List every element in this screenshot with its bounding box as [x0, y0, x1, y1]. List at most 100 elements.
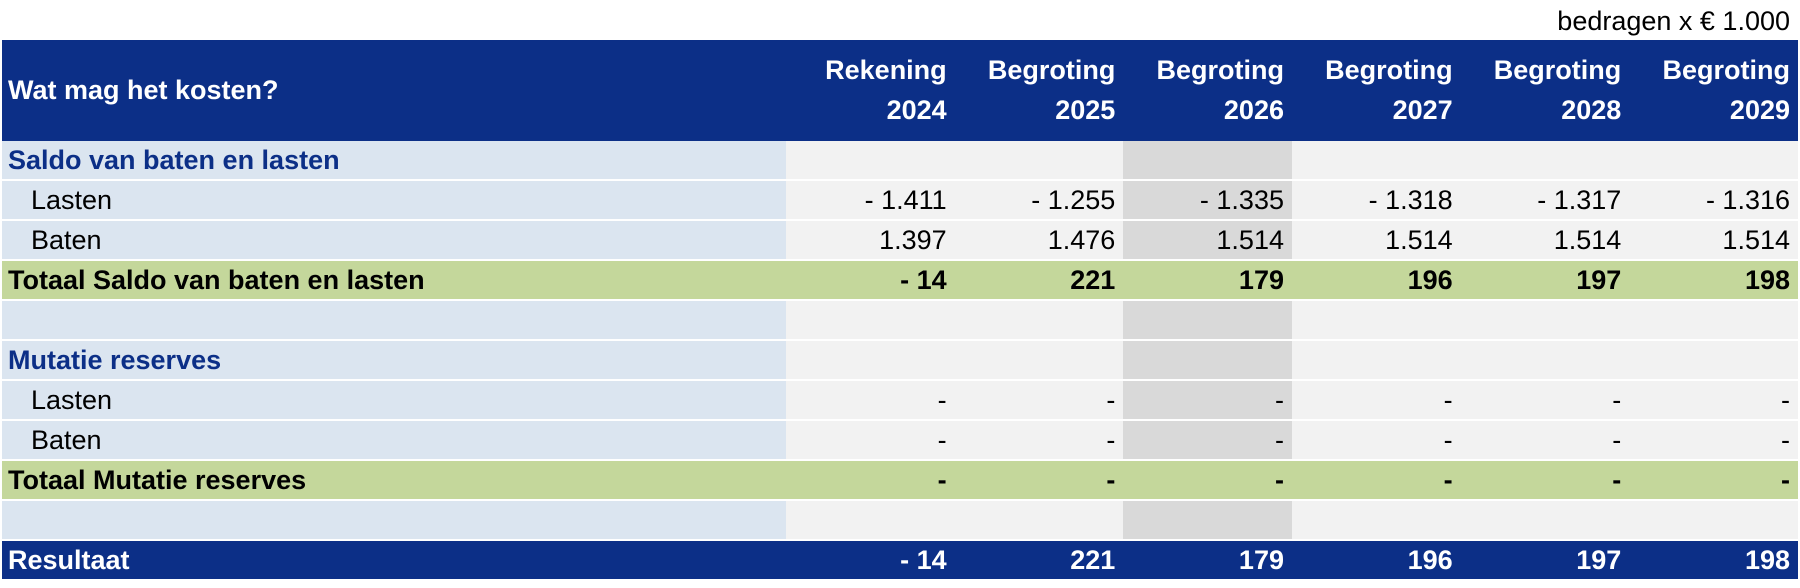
- value-cell: - 1.318: [1291, 181, 1461, 221]
- table-row: Baten - - - - - -: [2, 421, 1798, 461]
- value-cell: [954, 501, 1124, 541]
- row-label: [2, 301, 787, 341]
- value-cell: -: [1291, 381, 1461, 421]
- value-cell: [786, 301, 955, 341]
- value-cell: 197: [1460, 541, 1630, 579]
- value-cell: -: [1291, 461, 1461, 501]
- value-cell: [1629, 141, 1798, 181]
- value-cell: - 1.317: [1460, 181, 1630, 221]
- value-cell: - 1.316: [1629, 181, 1798, 221]
- value-cell: 1.514: [1123, 221, 1292, 261]
- value-cell: [1123, 301, 1292, 341]
- column-header: Begroting 2029: [1629, 40, 1798, 141]
- value-cell: [1629, 501, 1798, 541]
- unit-note: bedragen x € 1.000: [1557, 6, 1790, 36]
- value-cell: 1.514: [1629, 221, 1798, 261]
- table-row: Lasten - - - - - -: [2, 381, 1798, 421]
- table-header-row: Wat mag het kosten? Rekening 2024 Begroti…: [2, 40, 1798, 141]
- column-header-label: Rekening: [825, 54, 947, 85]
- value-cell: 179: [1123, 261, 1292, 301]
- spacer-row: [2, 301, 1798, 341]
- value-cell: - 1.335: [1123, 181, 1292, 221]
- column-header-year: 2024: [886, 94, 947, 125]
- value-cell: [1291, 341, 1461, 381]
- value-cell: - 14: [786, 261, 955, 301]
- value-cell: 198: [1629, 541, 1798, 579]
- value-cell: -: [1460, 381, 1630, 421]
- value-cell: 1.476: [954, 221, 1124, 261]
- value-cell: [954, 341, 1124, 381]
- column-header-label: Begroting: [1493, 54, 1622, 85]
- row-label: Saldo van baten en lasten: [2, 141, 787, 181]
- section-header-row: Mutatie reserves: [2, 341, 1798, 381]
- column-header: Begroting 2026: [1123, 40, 1292, 141]
- table-row: Baten 1.397 1.476 1.514 1.514 1.514 1.51…: [2, 221, 1798, 261]
- column-header-label: Begroting: [1156, 54, 1284, 85]
- value-cell: 221: [954, 261, 1124, 301]
- value-cell: 1.514: [1460, 221, 1630, 261]
- row-label: [2, 501, 787, 541]
- value-cell: -: [1629, 461, 1798, 501]
- budget-table: Wat mag het kosten? Rekening 2024 Begroti…: [2, 40, 1798, 579]
- value-cell: -: [1291, 421, 1461, 461]
- value-cell: -: [1629, 381, 1798, 421]
- row-label: Mutatie reserves: [2, 341, 787, 381]
- value-cell: [786, 341, 955, 381]
- value-cell: [1123, 141, 1292, 181]
- row-label: Baten: [2, 221, 787, 261]
- row-label: Baten: [2, 421, 787, 461]
- value-cell: [1460, 301, 1630, 341]
- value-cell: [1460, 341, 1630, 381]
- total-row: Totaal Saldo van baten en lasten - 14 22…: [2, 261, 1798, 301]
- value-cell: [1291, 501, 1461, 541]
- column-header: Begroting 2028: [1460, 40, 1630, 141]
- column-header-year: 2027: [1392, 94, 1453, 125]
- value-cell: [1629, 301, 1798, 341]
- total-row: Totaal Mutatie reserves - - - - - -: [2, 461, 1798, 501]
- value-cell: -: [786, 461, 955, 501]
- value-cell: [1460, 141, 1630, 181]
- row-label: Lasten: [2, 181, 787, 221]
- value-cell: -: [1123, 421, 1292, 461]
- column-header: Begroting 2025: [954, 40, 1124, 141]
- value-cell: [954, 301, 1124, 341]
- value-cell: [786, 141, 955, 181]
- value-cell: -: [1460, 461, 1630, 501]
- row-label: Totaal Saldo van baten en lasten: [2, 261, 787, 301]
- column-header-label: Begroting: [1325, 54, 1453, 85]
- table-row: Lasten - 1.411 - 1.255 - 1.335 - 1.318 -…: [2, 181, 1798, 221]
- value-cell: [954, 141, 1124, 181]
- value-cell: [786, 501, 955, 541]
- value-cell: -: [1460, 421, 1630, 461]
- value-cell: 196: [1291, 261, 1461, 301]
- value-cell: - 14: [786, 541, 955, 579]
- spacer-row: [2, 501, 1798, 541]
- value-cell: -: [786, 421, 955, 461]
- value-cell: [1629, 341, 1798, 381]
- column-header-year: 2028: [1561, 94, 1622, 125]
- column-header-year: 2029: [1729, 94, 1790, 125]
- value-cell: [1291, 301, 1461, 341]
- column-header: Rekening 2024: [786, 40, 955, 141]
- column-header-label: Begroting: [987, 54, 1116, 85]
- table-title: Wat mag het kosten?: [2, 40, 787, 141]
- value-cell: 221: [954, 541, 1124, 579]
- row-label: Totaal Mutatie reserves: [2, 461, 787, 501]
- result-row: Resultaat - 14 221 179 196 197 198: [2, 541, 1798, 579]
- section-header-row: Saldo van baten en lasten: [2, 141, 1798, 181]
- value-cell: [1460, 501, 1630, 541]
- value-cell: [1123, 501, 1292, 541]
- row-label: Lasten: [2, 381, 787, 421]
- value-cell: 198: [1629, 261, 1798, 301]
- value-cell: [1123, 341, 1292, 381]
- value-cell: -: [954, 421, 1124, 461]
- value-cell: -: [1123, 381, 1292, 421]
- column-header-year: 2025: [1055, 94, 1116, 125]
- column-header-label: Begroting: [1662, 54, 1791, 85]
- value-cell: -: [786, 381, 955, 421]
- value-cell: 197: [1460, 261, 1630, 301]
- value-cell: [1291, 141, 1461, 181]
- value-cell: 196: [1291, 541, 1461, 579]
- column-header: Begroting 2027: [1291, 40, 1461, 141]
